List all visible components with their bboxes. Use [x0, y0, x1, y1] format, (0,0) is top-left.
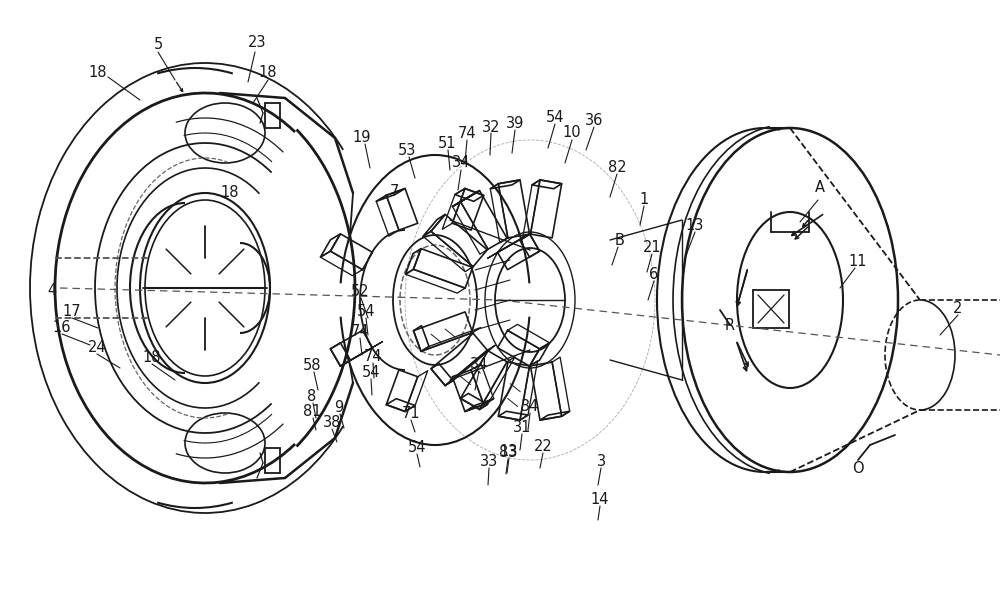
- Text: 4: 4: [47, 283, 57, 298]
- Text: 2: 2: [953, 300, 963, 315]
- Text: 34: 34: [470, 356, 488, 371]
- Text: 1: 1: [639, 192, 649, 206]
- Text: 82: 82: [608, 159, 626, 174]
- Text: 18: 18: [259, 64, 277, 80]
- Text: 8: 8: [307, 389, 317, 403]
- Text: O: O: [852, 461, 864, 475]
- Text: 21: 21: [643, 240, 661, 255]
- Text: 7: 7: [389, 183, 399, 199]
- Text: 34: 34: [521, 399, 539, 414]
- Text: 17: 17: [63, 303, 81, 318]
- Text: 53: 53: [398, 142, 416, 158]
- Text: 5: 5: [153, 36, 163, 52]
- Text: B: B: [615, 233, 625, 248]
- Text: 36: 36: [585, 112, 603, 127]
- Text: 52: 52: [351, 283, 369, 299]
- Text: A: A: [815, 180, 825, 195]
- Text: R: R: [725, 318, 735, 333]
- Text: 32: 32: [482, 120, 500, 134]
- Text: 18: 18: [143, 349, 161, 365]
- Text: 10: 10: [563, 124, 581, 139]
- Text: 33: 33: [480, 453, 498, 468]
- Text: 6: 6: [649, 267, 659, 281]
- Text: 9: 9: [334, 399, 344, 415]
- Text: 18: 18: [221, 184, 239, 199]
- Text: 23: 23: [248, 35, 266, 49]
- Text: 54: 54: [362, 365, 380, 380]
- Text: 18: 18: [89, 64, 107, 80]
- Text: 39: 39: [506, 115, 524, 130]
- Text: 14: 14: [591, 491, 609, 506]
- Text: 71: 71: [402, 406, 420, 421]
- Text: 54: 54: [546, 109, 564, 124]
- Text: 74: 74: [364, 349, 382, 364]
- Text: 19: 19: [353, 130, 371, 145]
- Text: 11: 11: [849, 253, 867, 268]
- Text: 24: 24: [88, 340, 106, 355]
- Text: 31: 31: [513, 419, 531, 434]
- Text: 22: 22: [534, 439, 552, 453]
- Text: 51: 51: [438, 136, 456, 151]
- Text: 13: 13: [500, 443, 518, 459]
- Text: 74: 74: [351, 324, 369, 339]
- Text: 13: 13: [686, 218, 704, 233]
- Text: 54: 54: [408, 440, 426, 455]
- Text: 54: 54: [357, 303, 375, 318]
- Text: 34: 34: [452, 155, 470, 170]
- Text: 16: 16: [53, 320, 71, 334]
- Text: 58: 58: [303, 358, 321, 372]
- Text: 3: 3: [596, 453, 606, 468]
- Text: 83: 83: [499, 444, 517, 459]
- Text: 74: 74: [458, 126, 476, 140]
- Text: 38: 38: [323, 415, 341, 430]
- Text: 81: 81: [303, 403, 321, 418]
